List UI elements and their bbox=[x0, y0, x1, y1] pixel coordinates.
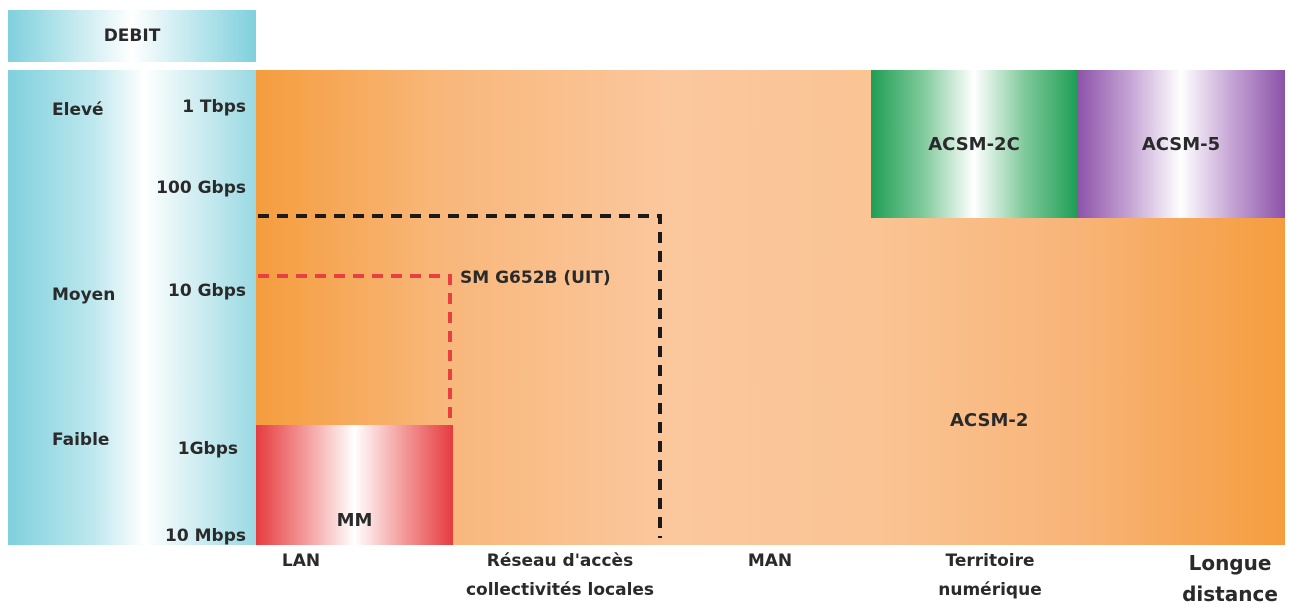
rate-100-gbps: 100 Gbps bbox=[156, 178, 246, 198]
category-man-line1: MAN bbox=[747, 551, 793, 571]
debit-column bbox=[8, 70, 256, 545]
debit-header: DEBIT bbox=[8, 10, 256, 62]
acsm-5-box: ACSM-5 bbox=[1077, 70, 1285, 218]
category-man: MAN bbox=[720, 547, 820, 576]
rate-1-gbps: 1Gbps bbox=[177, 439, 238, 459]
level-eleve: Elevé bbox=[52, 100, 104, 120]
category-territoire: Territoire numérique bbox=[920, 547, 1060, 605]
acsm-2c-box: ACSM-2C bbox=[871, 70, 1077, 218]
category-reseau-acces-line1: Réseau d'accès bbox=[486, 551, 634, 571]
category-longue-distance-line2: distance bbox=[1182, 582, 1278, 606]
rate-10-mbps: 10 Mbps bbox=[165, 526, 246, 546]
debit-label: DEBIT bbox=[103, 26, 161, 46]
mm-box bbox=[256, 425, 453, 545]
level-moyen: Moyen bbox=[52, 285, 116, 305]
mm-label: MM bbox=[336, 510, 373, 531]
rate-1-tbps: 1 Tbps bbox=[182, 97, 246, 117]
outer-dashed-boundary bbox=[258, 214, 662, 538]
level-faible: Faible bbox=[52, 430, 110, 450]
category-lan-line1: LAN bbox=[281, 551, 321, 571]
sm-dashed-boundary bbox=[258, 274, 452, 425]
sm-g652b-label: SM G652B (UIT) bbox=[460, 268, 611, 288]
category-territoire-line2: numérique bbox=[938, 580, 1042, 600]
acsm-5-label: ACSM-5 bbox=[1141, 133, 1221, 155]
category-longue-distance: Longue distance bbox=[1175, 548, 1285, 610]
category-longue-distance-line1: Longue bbox=[1188, 551, 1272, 575]
category-lan: LAN bbox=[256, 547, 346, 576]
acsm-2-label: ACSM-2 bbox=[950, 410, 1029, 431]
acsm-2c-label: ACSM-2C bbox=[928, 133, 1020, 155]
category-territoire-line1: Territoire bbox=[945, 551, 1035, 571]
category-reseau-acces: Réseau d'accès collectivités locales bbox=[440, 547, 680, 605]
rate-10-gbps: 10 Gbps bbox=[168, 281, 246, 301]
category-reseau-acces-line2: collectivités locales bbox=[465, 580, 655, 600]
